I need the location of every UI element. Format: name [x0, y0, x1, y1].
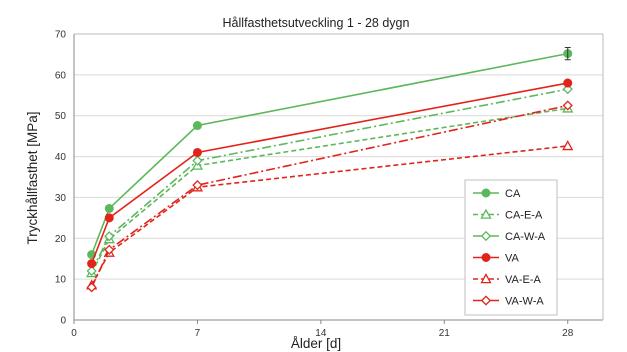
data-point [562, 84, 573, 95]
legend-marker [481, 253, 491, 262]
data-point [192, 121, 202, 131]
data-point [104, 231, 115, 242]
y-tick-label: 60 [55, 70, 67, 81]
series-ca-w-a [86, 84, 573, 277]
series-line-ca [90, 52, 568, 255]
series-va-w-a [86, 100, 573, 293]
x-tick-label: 14 [315, 328, 327, 339]
y-tick-label: 50 [55, 111, 67, 122]
x-tick-label: 28 [562, 328, 574, 339]
legend-label: CA [505, 188, 521, 200]
legend-item: CA [473, 188, 521, 200]
x-tick-label: 0 [71, 328, 77, 339]
legend-item: VA [473, 253, 520, 265]
data-point [86, 282, 97, 293]
legend: CA CA-E-A CA-W-A VA VA-E-A VA-W-A [464, 179, 558, 316]
y-tick-label: 20 [55, 234, 67, 245]
legend-label: VA-E-A [505, 274, 542, 286]
data-point [563, 78, 573, 88]
data-point [86, 265, 97, 277]
data-point [104, 213, 114, 223]
series-line-va-w-a [90, 104, 568, 288]
data-point [104, 244, 115, 255]
chart-title: Hållfasthetsutveckling 1 - 28 dygn [223, 16, 410, 30]
legend-label: VA [505, 253, 520, 265]
legend-marker [480, 208, 492, 219]
legend-item: VA-E-A [473, 273, 542, 286]
data-point [104, 203, 114, 213]
data-point [192, 147, 202, 157]
legend-marker [480, 273, 492, 284]
legend-item: VA-W-A [473, 295, 544, 308]
legend-item: CA-W-A [473, 230, 546, 243]
data-point [562, 140, 574, 151]
legend-label: VA-W-A [505, 296, 544, 308]
data-point [192, 180, 203, 191]
data-point [87, 259, 97, 269]
series-line-ca-e-a [90, 107, 568, 274]
legend-box [464, 179, 558, 316]
legend-marker [480, 230, 492, 242]
series-line-ca-w-a [90, 88, 568, 272]
data-point [192, 155, 203, 166]
plot-area [73, 33, 604, 321]
y-axis-title: Tryckhållfasthet [MPa] [25, 111, 40, 244]
series-va [87, 78, 573, 269]
legend-marker [481, 188, 491, 198]
y-tick-label: 10 [55, 275, 67, 286]
y-tick-label: 30 [55, 193, 67, 204]
data-point [562, 100, 573, 111]
y-tick-label: 40 [55, 152, 67, 163]
legend-marker [480, 295, 492, 306]
series-line-va [90, 82, 568, 264]
series-layer [86, 46, 574, 293]
x-tick-label: 21 [439, 328, 451, 339]
legend-label: CA-E-A [505, 210, 543, 222]
legend-item: CA-E-A [473, 208, 543, 222]
x-tick-label: 7 [195, 328, 201, 339]
x-axis-ticks: 0 7 14 21 28 [71, 320, 574, 339]
legend-label: CA-W-A [505, 231, 546, 243]
y-axis-ticks: 0 10 20 30 40 50 60 70 [55, 30, 67, 327]
y-tick-label: 70 [55, 30, 67, 41]
y-tick-label: 0 [60, 316, 66, 327]
x-axis-title: Ålder [d] [291, 336, 341, 351]
